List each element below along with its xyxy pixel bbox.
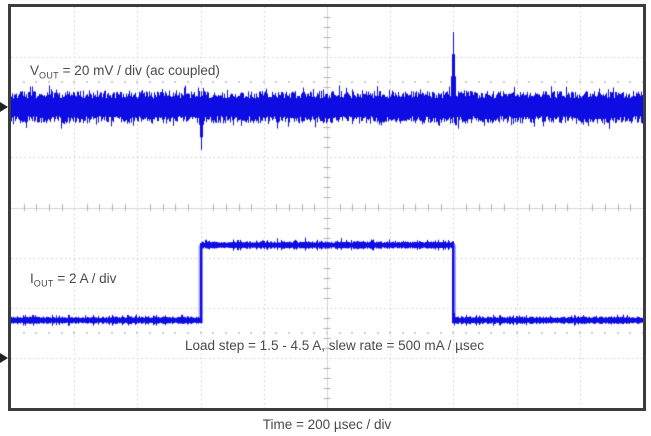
vout-scale-label: VOUT = 20 mV / div (ac coupled): [30, 63, 220, 84]
ch2-reference-arrow-icon: [0, 353, 8, 363]
ch1-reference-arrow-icon: [0, 102, 8, 112]
iout-scale-label: IOUT = 2 A / div: [30, 271, 116, 292]
iout-scale-text: = 2 A / div: [53, 271, 117, 286]
iout-subscript: OUT: [33, 278, 54, 289]
vout-subscript: OUT: [39, 70, 59, 81]
vout-symbol: V: [30, 63, 40, 78]
vout-scale-text: = 20 mV / div (ac coupled): [58, 63, 220, 78]
waveform-canvas: [11, 7, 643, 408]
time-scale-label: Time = 200 µsec / div: [262, 417, 392, 432]
iout-symbol: I: [30, 271, 34, 286]
load-step-annotation: Load step = 1.5 - 4.5 A, slew rate = 500…: [185, 338, 484, 353]
